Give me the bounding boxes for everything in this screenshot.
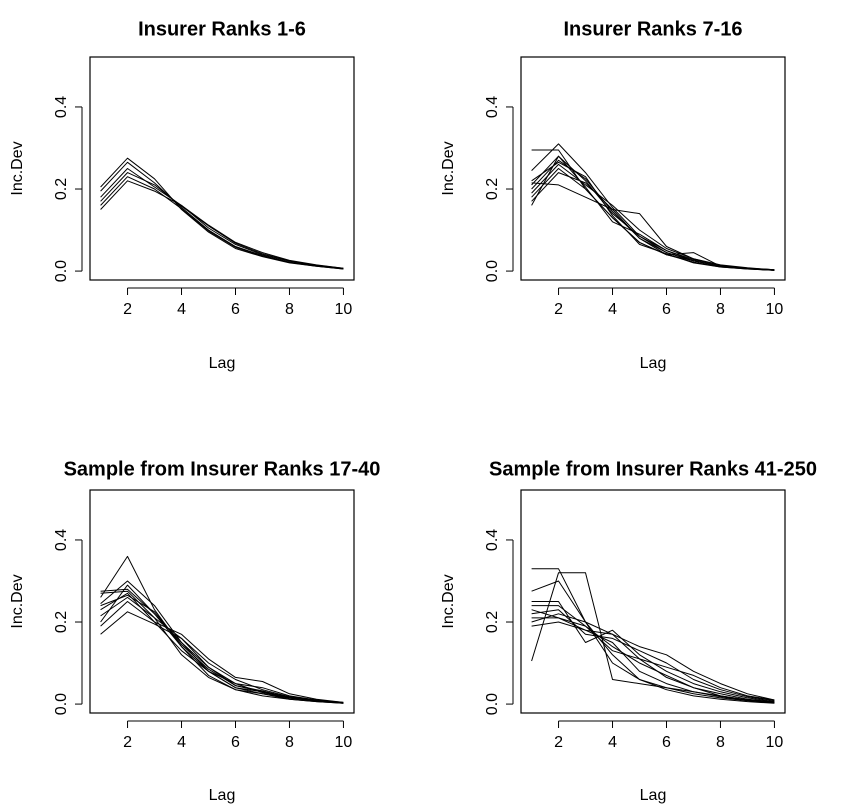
series-line-5 [100, 176, 344, 270]
x-tick-label: 10 [766, 734, 784, 751]
x-tick-label: 2 [123, 734, 132, 751]
y-tick-label: 0.0 [484, 693, 501, 715]
y-tick-label: 0.4 [484, 96, 501, 118]
x-tick-label: 8 [716, 734, 725, 751]
chart-title: Sample from Insurer Ranks 17-40 [64, 459, 381, 481]
x-axis-label: Lag [640, 787, 667, 804]
chart-title: Insurer Ranks 1-6 [138, 19, 306, 41]
y-axis-label: Inc.Dev [440, 574, 457, 628]
series-line-1 [531, 149, 775, 271]
x-tick-label: 6 [231, 301, 240, 318]
series-line-4 [531, 159, 775, 271]
series-line-5 [531, 605, 775, 703]
x-axis-label: Lag [640, 355, 667, 372]
y-tick-label: 0.2 [53, 178, 70, 200]
series-line-2 [100, 161, 344, 270]
x-tick-label: 2 [554, 301, 563, 318]
series-line-6 [531, 609, 775, 702]
series-line-2 [531, 143, 775, 271]
x-tick-label: 6 [231, 734, 240, 751]
y-tick-label: 0.4 [53, 529, 70, 551]
x-tick-label: 4 [177, 734, 186, 751]
plot-frame [89, 489, 355, 714]
y-tick-label: 0.0 [484, 260, 501, 282]
y-tick-label: 0.2 [484, 611, 501, 633]
x-tick-label: 8 [285, 734, 294, 751]
x-tick-label: 10 [335, 301, 353, 318]
y-tick-label: 0.0 [53, 693, 70, 715]
series-line-7 [531, 617, 775, 703]
chart-title: Sample from Insurer Ranks 41-250 [489, 459, 817, 481]
series-line-3 [531, 155, 775, 271]
x-tick-label: 4 [608, 734, 617, 751]
series-line-8 [100, 611, 344, 703]
x-tick-label: 2 [554, 734, 563, 751]
plot-frame [520, 56, 786, 281]
y-axis-label: Inc.Dev [440, 141, 457, 195]
series-line-4 [100, 592, 344, 703]
series-line-8 [531, 613, 775, 704]
series-line-9 [531, 621, 775, 701]
series-line-4 [100, 172, 344, 269]
series-line-9 [531, 182, 775, 271]
chart-panel-2: Insurer Ranks 7-16 2 4 6 8 10 0.0 0.2 0.4 Lag Inc.… [440, 19, 786, 372]
series-line-9 [100, 590, 344, 704]
series-line-6 [100, 180, 344, 269]
y-tick-label: 0.4 [53, 96, 70, 118]
series-line-1 [100, 588, 344, 704]
series-line-7 [531, 172, 775, 271]
series-line-10 [100, 594, 344, 704]
x-axis-label: Lag [209, 355, 236, 372]
x-tick-label: 4 [608, 301, 617, 318]
y-tick-label: 0.2 [484, 178, 501, 200]
chart-title: Insurer Ranks 7-16 [564, 19, 743, 41]
series-line-8 [531, 155, 775, 271]
x-tick-label: 8 [285, 301, 294, 318]
x-tick-label: 4 [177, 301, 186, 318]
series-line-2 [100, 555, 344, 704]
series-line-1 [531, 568, 775, 703]
y-tick-label: 0.0 [53, 260, 70, 282]
series-line-6 [531, 168, 775, 271]
y-axis-label: Inc.Dev [9, 574, 26, 628]
series-line-3 [100, 168, 344, 270]
chart-panel-3: Sample from Insurer Ranks 17-40 2 4 6 8 10 0.0… [9, 459, 380, 804]
x-tick-label: 8 [716, 301, 725, 318]
chart-panel-4: Sample from Insurer Ranks 41-250 2 4 6 8 10 0.… [440, 459, 817, 804]
series-line-10 [531, 161, 775, 271]
x-tick-label: 2 [123, 301, 132, 318]
x-tick-label: 6 [662, 301, 671, 318]
series-line-2 [531, 572, 775, 703]
y-axis-label: Inc.Dev [9, 141, 26, 195]
x-axis-label: Lag [209, 787, 236, 804]
x-tick-label: 10 [766, 301, 784, 318]
series-line-7 [100, 601, 344, 704]
x-tick-label: 6 [662, 734, 671, 751]
chart-panel-1: Insurer Ranks 1-6 2 4 6 8 10 0.0 0.2 0.4 Lag Inc.D… [9, 19, 355, 372]
series-line-5 [100, 596, 344, 704]
y-tick-label: 0.4 [484, 529, 501, 551]
plot-frame [520, 489, 786, 714]
y-tick-label: 0.2 [53, 611, 70, 633]
series-line-10 [531, 609, 775, 701]
series-line-3 [531, 580, 775, 704]
x-tick-label: 10 [335, 734, 353, 751]
series-line-5 [531, 163, 775, 271]
series-line-3 [100, 580, 344, 704]
plot-frame [89, 56, 355, 281]
